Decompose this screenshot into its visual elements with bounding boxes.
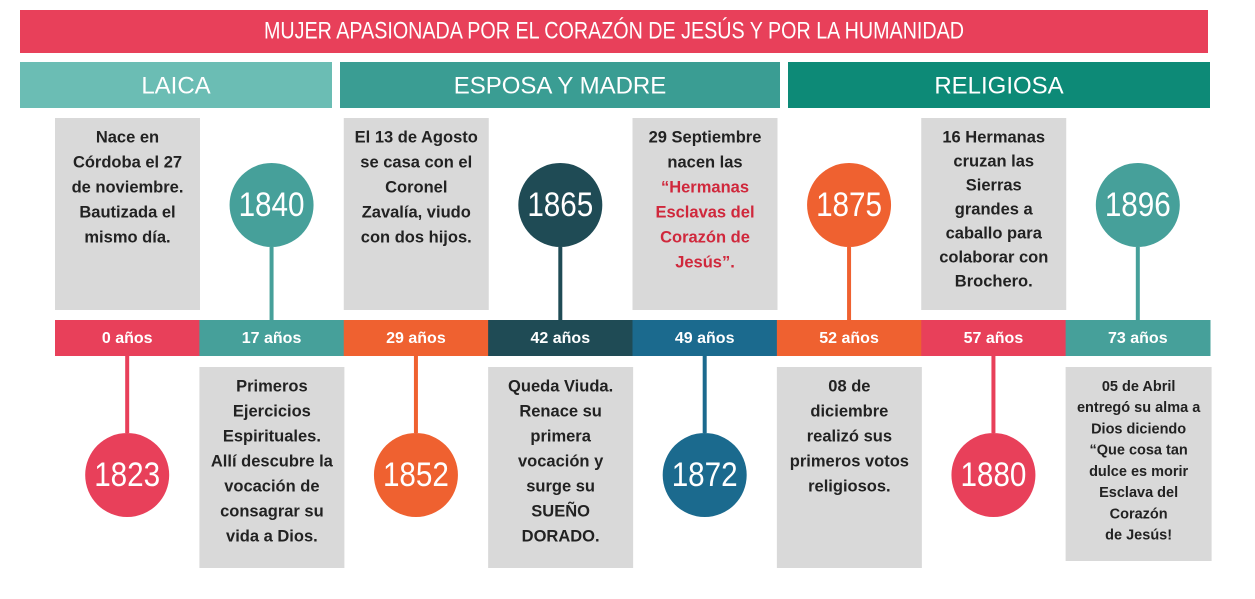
- event-text: surge su: [526, 477, 595, 495]
- phase-label: RELIGIOSA: [934, 72, 1063, 99]
- text-box: [488, 367, 634, 568]
- event-text: de noviembre.: [72, 178, 184, 196]
- event-text: cruzan las: [953, 152, 1034, 170]
- age-segment: [632, 320, 778, 356]
- year-label: 1872: [672, 456, 738, 494]
- title-bar: [20, 10, 1208, 53]
- event-text: realizó sus: [807, 427, 892, 445]
- phase-label: ESPOSA Y MADRE: [454, 72, 667, 99]
- event-text: El 13 de Agosto: [355, 128, 478, 146]
- year-circle: [1095, 163, 1180, 247]
- event-text: 08 de: [828, 377, 870, 395]
- phase-bar: [20, 62, 332, 108]
- event-text: 16 Hermanas: [942, 128, 1045, 146]
- year-label: 1823: [94, 456, 160, 494]
- event-text: vocación de: [224, 477, 319, 495]
- event-text: consagrar su: [220, 502, 324, 520]
- event-text: colaborar con: [939, 248, 1048, 266]
- event-text: “Hermanas: [661, 178, 749, 196]
- event-text: Esclava del: [1099, 485, 1178, 501]
- age-segment: [776, 320, 922, 356]
- event-text: 29 Septiembre: [649, 128, 762, 146]
- age-segment: [921, 320, 1067, 356]
- age-label: 0 años: [102, 330, 153, 347]
- event-text: Corazón: [1110, 506, 1168, 522]
- event-text: nacen las: [667, 153, 742, 171]
- event-text: Córdoba el 27: [73, 153, 182, 171]
- event-text: vida a Dios.: [226, 527, 318, 545]
- age-segment: [343, 320, 489, 356]
- event-text: Nace en: [96, 128, 159, 146]
- text-box: [1065, 367, 1212, 561]
- title: MUJER APASIONADA POR EL CORAZÓN DE JESÚS…: [264, 17, 964, 44]
- year-label: 1852: [383, 456, 449, 494]
- age-segment: [199, 320, 345, 356]
- event-text: mismo día.: [84, 228, 170, 246]
- event-text: con dos hijos.: [361, 228, 472, 246]
- text-box: [921, 118, 1067, 310]
- year-circle: [373, 433, 458, 517]
- text-box: [55, 118, 200, 310]
- age-label: 42 años: [531, 330, 591, 347]
- phase-bar: [788, 62, 1210, 108]
- event-text: Corazón de: [660, 228, 750, 246]
- event-text: 05 de Abril: [1102, 379, 1176, 395]
- event-text: Allí descubre la: [211, 452, 334, 470]
- event-text: “Que cosa tan: [1089, 443, 1187, 459]
- age-label: 73 años: [1108, 330, 1168, 347]
- year-circle: [807, 163, 892, 247]
- age-label: 52 años: [819, 330, 879, 347]
- event-text: Coronel: [385, 178, 447, 196]
- event-text: Sierras: [966, 176, 1022, 194]
- year-label: 1875: [816, 186, 882, 224]
- year-label: 1896: [1105, 186, 1171, 224]
- year-label: 1840: [239, 186, 305, 224]
- event-text: Queda Viuda.: [508, 377, 613, 395]
- event-text: Primeros: [236, 377, 308, 395]
- event-text: de Jesús!: [1105, 528, 1172, 544]
- phase-bar: [340, 62, 780, 108]
- age-label: 57 años: [964, 330, 1024, 347]
- event-text: religiosos.: [808, 477, 891, 495]
- year-circle: [662, 433, 747, 517]
- year-circle: [229, 163, 314, 247]
- event-text: Espirituales.: [223, 427, 321, 445]
- event-text: primeros votos: [790, 452, 909, 470]
- age-segment: [55, 320, 200, 356]
- event-text: se casa con el: [360, 153, 472, 171]
- year-circle: [518, 163, 603, 247]
- event-text: vocación y: [518, 452, 604, 470]
- event-text: grandes a: [955, 200, 1034, 218]
- year-label: 1865: [527, 186, 593, 224]
- event-text: diciembre: [810, 402, 888, 420]
- event-text: Zavalía, viudo: [362, 203, 471, 221]
- phase-label: LAICA: [141, 72, 210, 99]
- event-text: entregó su alma a: [1077, 400, 1201, 416]
- event-text: SUEÑO: [531, 500, 590, 520]
- text-box: [776, 367, 922, 568]
- event-text: Jesús”.: [675, 253, 735, 271]
- text-box: [199, 367, 345, 568]
- event-text: Renace su: [519, 402, 602, 420]
- year-circle: [951, 433, 1036, 517]
- age-label: 17 años: [242, 330, 302, 347]
- age-label: 29 años: [386, 330, 446, 347]
- age-segment: [488, 320, 633, 356]
- event-text: Dios diciendo: [1091, 421, 1186, 437]
- age-label: 49 años: [675, 330, 735, 347]
- event-text: caballo para: [946, 224, 1043, 242]
- text-box: [632, 118, 778, 310]
- event-text: Esclavas del: [655, 203, 754, 221]
- event-text: Bautizada el: [79, 203, 175, 221]
- event-text: DORADO.: [522, 527, 600, 545]
- event-text: primera: [530, 427, 591, 445]
- year-label: 1880: [960, 456, 1026, 494]
- age-segment: [1065, 320, 1211, 356]
- event-text: Brochero.: [955, 272, 1033, 290]
- year-circle: [85, 433, 170, 517]
- event-text: Ejercicios: [233, 402, 311, 420]
- event-text: dulce es morir: [1089, 464, 1188, 480]
- text-box: [343, 118, 489, 310]
